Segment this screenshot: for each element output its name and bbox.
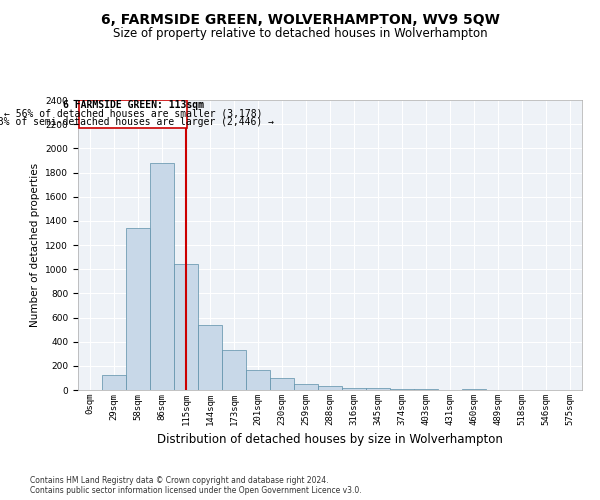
Bar [270, 378, 294, 390]
Bar [246, 370, 270, 390]
Y-axis label: Number of detached properties: Number of detached properties [30, 163, 40, 327]
Bar [126, 228, 150, 390]
Text: 43% of semi-detached houses are larger (2,446) →: 43% of semi-detached houses are larger (… [0, 117, 274, 127]
Text: 6, FARMSIDE GREEN, WOLVERHAMPTON, WV9 5QW: 6, FARMSIDE GREEN, WOLVERHAMPTON, WV9 5Q… [101, 12, 499, 26]
Bar [294, 384, 318, 390]
Bar [150, 163, 174, 390]
Bar [222, 350, 246, 390]
Bar [102, 375, 126, 390]
Text: Contains HM Land Registry data © Crown copyright and database right 2024.: Contains HM Land Registry data © Crown c… [30, 476, 329, 485]
Text: 6 FARMSIDE GREEN: 113sqm: 6 FARMSIDE GREEN: 113sqm [62, 100, 204, 110]
Bar [342, 388, 366, 390]
Bar [318, 386, 342, 390]
Text: Contains public sector information licensed under the Open Government Licence v3: Contains public sector information licen… [30, 486, 362, 495]
Bar [390, 389, 414, 390]
FancyBboxPatch shape [79, 100, 187, 128]
Text: ← 56% of detached houses are smaller (3,178): ← 56% of detached houses are smaller (3,… [4, 108, 262, 118]
Bar [198, 325, 222, 390]
X-axis label: Distribution of detached houses by size in Wolverhampton: Distribution of detached houses by size … [157, 434, 503, 446]
Bar [174, 264, 198, 390]
Bar [366, 388, 390, 390]
Text: Size of property relative to detached houses in Wolverhampton: Size of property relative to detached ho… [113, 28, 487, 40]
